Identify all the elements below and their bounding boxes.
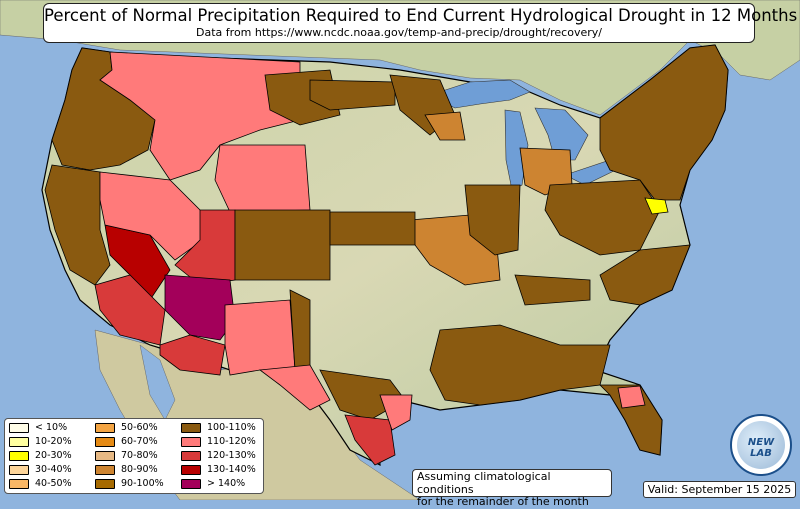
legend-item: > 140% [181,478,245,490]
note-line-1: Assuming climatological conditions [417,470,551,496]
legend-swatch [181,464,201,475]
gulf-of-california [139,344,176,421]
legend-item: 110-120% [181,436,256,448]
legend-label: 40-50% [35,478,72,489]
legend-label: 30-40% [35,464,72,475]
legend-label: 130-140% [207,464,256,475]
legend-swatch [95,478,115,489]
legend-swatch [181,436,201,447]
assumption-note: Assuming climatological conditions for t… [412,469,612,508]
legend-item: 90-100% [95,478,164,490]
legend-label: < 10% [35,422,68,433]
region-tx-big-bend [258,364,331,411]
legend-label: 90-100% [121,478,164,489]
region-az-south [159,334,226,376]
lake-michigan [504,109,529,191]
legend-swatch [9,436,29,447]
legend-swatch [9,422,29,433]
legend-swatch [95,422,115,433]
legend-label: 80-90% [121,464,158,475]
legend-swatch [181,450,201,461]
region-tx-coast [379,394,413,431]
legend: < 10% 10-20% 20-30% 30-40% 40-50% 50-60%… [4,418,264,494]
legend-item: 130-140% [181,464,256,476]
legend-item: 30-40% [9,464,72,476]
region-wi [424,111,466,141]
legend-swatch [95,464,115,475]
region-ne [599,44,729,201]
lab-logo: NEW LAB [730,414,792,476]
legend-swatch [9,478,29,489]
legend-item: 70-80% [95,450,158,462]
legend-item: < 10% [9,422,67,434]
legend-label: 20-30% [35,450,72,461]
legend-swatch [95,436,115,447]
region-co [234,209,331,281]
region-tx-south [344,414,396,466]
legend-label: 110-120% [207,436,256,447]
region-tn [514,274,591,306]
legend-item: 10-20% [9,436,72,448]
legend-label: 60-70% [121,436,158,447]
map-subtitle: Data from https://www.ncdc.noaa.gov/temp… [196,26,602,39]
region-wy [214,144,311,213]
region-se [599,244,691,306]
legend-swatch [9,450,29,461]
region-fl [599,384,663,456]
legend-swatch [181,422,201,433]
legend-label: 100-110% [207,422,256,433]
note-line-2: for the remainder of the month [417,495,589,508]
region-ks-ne [329,211,416,246]
lake-huron [534,107,589,161]
legend-swatch [181,478,201,489]
legend-item: 100-110% [181,422,256,434]
legend-item: 50-60% [95,422,158,434]
legend-item: 60-70% [95,436,158,448]
legend-label: > 140% [207,478,246,489]
legend-item: 40-50% [9,478,72,490]
legend-swatch [95,450,115,461]
legend-label: 10-20% [35,436,72,447]
region-nd [309,79,396,111]
lake-superior [429,79,531,109]
drought-regions [44,44,729,466]
region-nm [224,299,296,376]
logo-globe-icon [737,421,785,469]
legend-swatch [9,464,29,475]
map-title: Percent of Normal Precipitation Required… [44,6,798,25]
legend-item: 80-90% [95,464,158,476]
legend-item: 20-30% [9,450,72,462]
region-fl-north [617,385,646,409]
title-box: Percent of Normal Precipitation Required… [43,3,798,43]
region-gulf [429,324,611,406]
legend-label: 70-80% [121,450,158,461]
legend-label: 50-60% [121,422,158,433]
region-in [464,184,521,256]
legend-label: 120-130% [207,450,256,461]
region-md [644,197,669,215]
logo-text: NEW LAB [747,437,775,459]
valid-date: Valid: September 15 2025 [643,481,796,498]
legend-item: 120-130% [181,450,256,462]
region-nv-north [99,171,211,261]
